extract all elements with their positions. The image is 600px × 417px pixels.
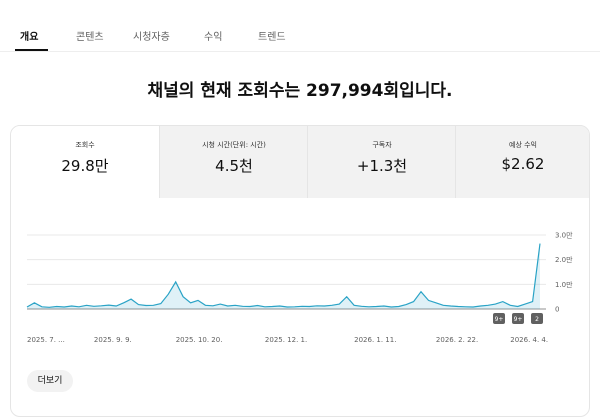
x-tick-label: 2025. 7. ... (27, 336, 65, 344)
badge-label: 2 (535, 316, 539, 323)
tab[interactable]: 트렌드 (258, 32, 286, 43)
y-tick-label: 1.0만 (555, 280, 573, 289)
tab[interactable]: 시청자층 (133, 32, 170, 43)
headline: 채널의 현재 조회수는 297,994회입니다. (147, 81, 453, 101)
metric-label: 예상 수익 (509, 141, 537, 149)
separator (0, 51, 600, 52)
metric-value: +1.3천 (356, 157, 408, 175)
metric-label: 시청 시간(단위: 시간) (202, 141, 266, 149)
area (27, 243, 540, 309)
badge (531, 313, 543, 324)
page: 개요 콘텐츠 시청자층 수익 트렌드 채널의 현재 조회수는 297,994회입니다. … (0, 32, 600, 417)
tab[interactable]: 콘텐츠 (76, 32, 104, 43)
x-tick-label: 2026. 2. 22. (436, 336, 478, 344)
tab[interactable]: 개요 (20, 32, 39, 43)
metric-label: 구독자 (372, 141, 392, 149)
chart: 0 1.0만 2.0만 3.0만 2025. 7. ... 2025. 9. 9. 2025… (26, 231, 573, 344)
x-tick-label: 2025. 12. 1. (265, 336, 307, 344)
metric-value: 29.8만 (61, 157, 109, 175)
x-tick-label: 2026. 1. 11. (354, 336, 396, 344)
y-tick-label: 0 (555, 306, 559, 314)
y-tick-label: 2.0만 (555, 255, 573, 264)
tab-underline (15, 49, 48, 51)
metric-tab[interactable]: 구독자 +1.3천 (307, 126, 456, 198)
y-tick-label: 3.0만 (555, 231, 573, 240)
metric-tab[interactable]: 예상 수익 $2.62 (455, 126, 589, 198)
more-button[interactable]: 더보기 (27, 370, 73, 392)
metric-label: 조회수 (75, 141, 95, 149)
tab[interactable]: 수익 (204, 32, 223, 43)
metric-value: 4.5천 (215, 157, 253, 175)
metric-tab[interactable]: 시청 시간(단위: 시간) 4.5천 (159, 126, 308, 198)
badge (493, 313, 505, 324)
metric-tab[interactable]: 조회수 29.8만 (11, 126, 159, 198)
x-tick-label: 2025. 10. 20. (176, 336, 223, 344)
badge-label: 9+ (495, 316, 504, 323)
badge-label: 9+ (514, 316, 523, 323)
x-tick-label: 2025. 9. 9. (94, 336, 132, 344)
badge (512, 313, 524, 324)
metric-value: $2.62 (501, 155, 545, 173)
line (26, 243, 541, 308)
analytics-card: 조회수 29.8만 시청 시간(단위: 시간) 4.5천 구독자 +1.3천 예상 수익 $2… (10, 125, 590, 417)
x-tick-label: 2026. 4. 4. (510, 336, 548, 344)
